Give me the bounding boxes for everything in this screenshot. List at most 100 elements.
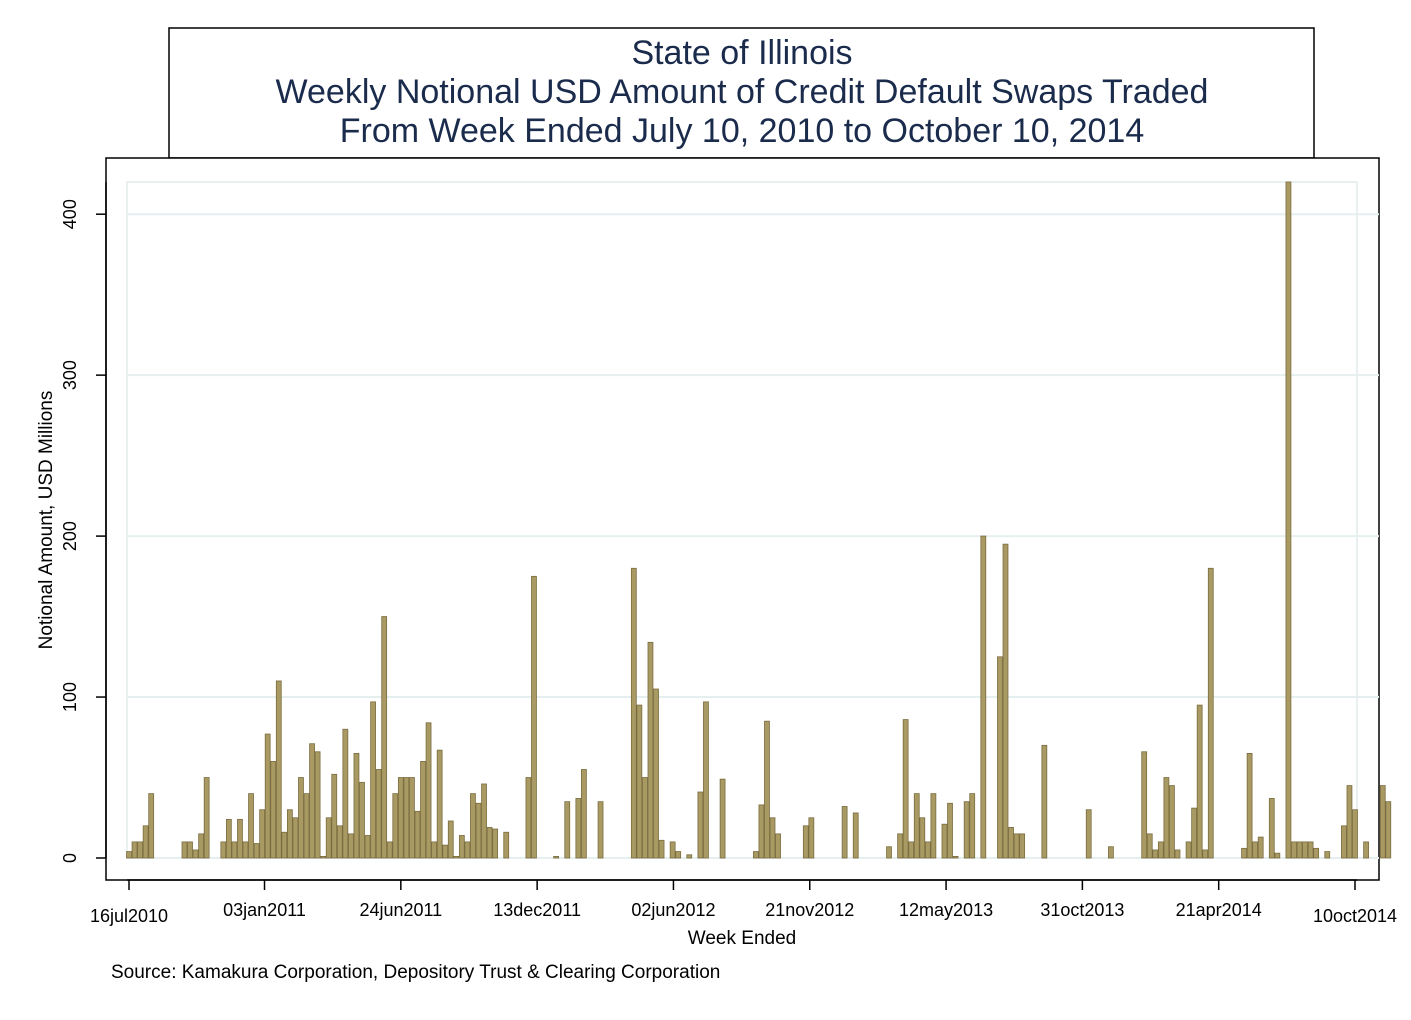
bar-0-116	[1169, 785, 1175, 859]
source-note: Source: Kamakura Corporation, Depository…	[111, 962, 720, 983]
bar-0-109	[1085, 809, 1092, 859]
bar-0-137	[1346, 785, 1353, 859]
bar-0-59	[492, 828, 499, 859]
bar-0-132	[1302, 841, 1308, 859]
bar-0-57	[481, 783, 487, 859]
bar-0-94	[919, 817, 926, 859]
bar-0-55	[470, 793, 476, 859]
bar-0-87	[841, 806, 848, 859]
x-tick-label-3: 13dec2011	[493, 900, 581, 920]
bar-0-37	[370, 701, 376, 859]
bar-0-48	[431, 841, 437, 859]
bar-0-128	[1274, 852, 1281, 859]
bar-0-141	[1385, 801, 1392, 859]
bar-0-43	[403, 777, 410, 859]
bar-0-100	[963, 801, 970, 859]
bar-0-82	[764, 720, 770, 859]
bar-0-120	[1196, 704, 1203, 859]
x-ticks: 16jul2010 03jan2011 24jun2011 13dec2011 02ju…	[90, 880, 1397, 926]
bar-0-84	[775, 833, 781, 859]
bar-0-107	[1019, 833, 1026, 859]
bar-0-9	[203, 777, 210, 859]
bar-0-63	[553, 855, 560, 859]
bar-0-127	[1268, 798, 1275, 859]
x-tick-label-4: 02jun2012	[631, 900, 715, 920]
bar-0-31	[336, 825, 343, 859]
plot-region-frame	[105, 157, 1380, 881]
bar-0-79	[719, 778, 726, 859]
bar-0-103	[997, 656, 1003, 859]
title-frame	[168, 27, 1315, 159]
bars	[126, 181, 1392, 859]
bar-0-133	[1307, 841, 1314, 859]
bar-0-25	[303, 793, 310, 859]
bar-0-136	[1341, 825, 1347, 859]
bar-0-39	[381, 616, 388, 859]
bar-0-10	[220, 841, 227, 859]
bar-0-85	[802, 825, 809, 859]
x-tick-label-2: 24jun2011	[359, 900, 442, 920]
bar-0-29	[325, 817, 332, 859]
bar-0-83	[769, 817, 776, 859]
bar-0-73	[658, 839, 665, 859]
chart-title-line-1: State of Illinois	[631, 34, 852, 72]
bar-0-4	[148, 793, 155, 859]
y-tick-label-4: 400	[60, 199, 80, 229]
bar-0-5	[181, 841, 188, 859]
bar-0-28	[320, 855, 327, 859]
x-tick-label-9: 10oct2014	[1313, 906, 1397, 926]
bar-0-130	[1291, 841, 1297, 859]
bar-0-122	[1207, 567, 1214, 859]
bar-0-23	[292, 817, 299, 859]
bar-0-16	[253, 843, 260, 859]
bar-0-71	[647, 641, 654, 859]
bar-0-95	[924, 841, 931, 859]
bar-0-140	[1379, 785, 1386, 859]
bar-0-99	[952, 855, 959, 859]
bar-0-119	[1191, 807, 1197, 859]
bar-0-81	[758, 804, 765, 859]
bar-0-13	[237, 818, 243, 859]
bar-0-27	[314, 751, 321, 859]
bar-0-74	[669, 841, 676, 859]
y-tick-label-2: 200	[60, 521, 80, 551]
bar-0-36	[364, 835, 371, 859]
bar-0-15	[248, 793, 254, 859]
bar-0-60	[503, 831, 510, 859]
bar-0-125	[1252, 841, 1259, 859]
bar-0-58	[486, 827, 493, 859]
bar-0-62	[531, 575, 537, 859]
bar-0-112	[1146, 833, 1153, 859]
bar-0-69	[636, 704, 643, 859]
bar-0-18	[264, 733, 271, 859]
bar-0-77	[697, 791, 704, 859]
bar-0-14	[242, 841, 249, 859]
bar-0-2	[137, 841, 143, 859]
bar-0-65	[575, 798, 582, 859]
bar-0-35	[359, 781, 365, 859]
bar-0-104	[1002, 543, 1009, 859]
bar-0-72	[653, 688, 659, 859]
x-tick-label-0: 16jul2010	[90, 906, 168, 926]
bar-0-45	[414, 810, 421, 859]
bar-0-111	[1141, 751, 1148, 859]
bar-0-78	[703, 701, 709, 859]
bar-0-113	[1152, 849, 1159, 859]
bar-0-115	[1163, 777, 1170, 859]
bar-0-0	[126, 851, 132, 859]
bar-0-123	[1241, 847, 1247, 859]
bar-0-49	[436, 749, 443, 859]
bar-0-135	[1324, 851, 1331, 859]
bar-0-110	[1108, 846, 1114, 859]
bar-0-108	[1041, 744, 1048, 859]
bar-0-64	[564, 801, 571, 859]
bar-0-91	[902, 719, 909, 859]
bar-0-134	[1313, 847, 1320, 859]
bar-0-44	[409, 777, 415, 859]
bar-0-20	[275, 680, 282, 859]
bar-0-41	[392, 793, 399, 859]
bar-0-80	[752, 851, 759, 859]
bar-0-32	[342, 728, 349, 859]
bar-0-98	[947, 802, 953, 859]
bar-0-102	[980, 535, 987, 859]
